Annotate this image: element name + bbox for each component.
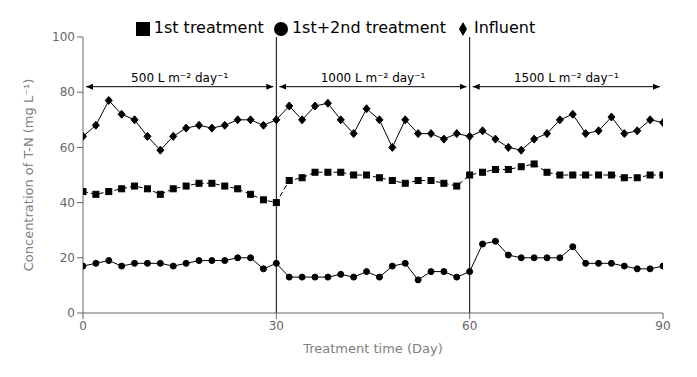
- svg-text:0: 0: [79, 319, 87, 333]
- svg-text:Concentration of T-N (mg L⁻¹): Concentration of T-N (mg L⁻¹): [21, 79, 36, 272]
- svg-text:100: 100: [52, 30, 75, 44]
- svg-text:500 L m⁻² day⁻¹: 500 L m⁻² day⁻¹: [131, 71, 228, 85]
- svg-text:1000 L m⁻² day⁻¹: 1000 L m⁻² day⁻¹: [321, 71, 426, 85]
- svg-text:0: 0: [67, 306, 75, 320]
- svg-text:20: 20: [60, 251, 75, 265]
- svg-text:80: 80: [60, 85, 75, 99]
- svg-text:40: 40: [60, 196, 75, 210]
- svg-text:1500 L m⁻² day⁻¹: 1500 L m⁻² day⁻¹: [514, 71, 619, 85]
- html-text:Influent: Influent: [473, 18, 536, 37]
- html-text:1st+2nd treatment: 1st+2nd treatment: [291, 18, 446, 37]
- svg-text:30: 30: [269, 319, 284, 333]
- svg-text:Treatment time (Day): Treatment time (Day): [302, 341, 443, 356]
- svg-text:90: 90: [655, 319, 670, 333]
- html-text:1st treatment: 1st treatment: [153, 18, 264, 37]
- svg-text:60: 60: [462, 319, 477, 333]
- svg-text:60: 60: [60, 141, 75, 155]
